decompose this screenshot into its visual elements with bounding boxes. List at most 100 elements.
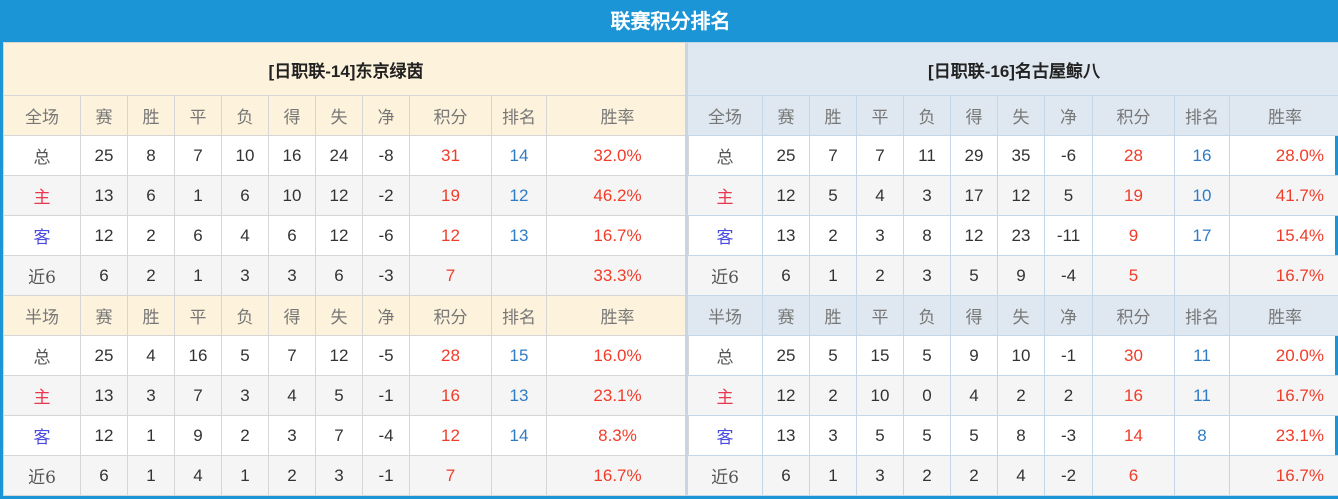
- cell-points: 7: [410, 256, 492, 296]
- cell-goals-against: 9: [998, 256, 1045, 296]
- cell-rank: 11: [1175, 336, 1230, 376]
- cell-win-rate: 16.7%: [1230, 376, 1338, 416]
- team-name: [日职联-14]东京绿茵: [4, 43, 689, 96]
- cell-rank: 11: [1175, 376, 1230, 416]
- section-header-row: 半场赛胜平负得失净积分排名胜率: [4, 296, 689, 336]
- cell-win-rate: 16.0%: [547, 336, 689, 376]
- cell-goals-against: 12: [316, 176, 363, 216]
- column-header-wins: 胜: [128, 296, 175, 336]
- cell-goals-against: 6: [316, 256, 363, 296]
- cell-draws: 2: [857, 256, 904, 296]
- cell-draws: 5: [857, 416, 904, 456]
- cell-win-rate: 16.7%: [547, 216, 689, 256]
- cell-goals-for: 5: [951, 416, 998, 456]
- cell-losses: 8: [904, 216, 951, 256]
- cell-points: 19: [1093, 176, 1175, 216]
- cell-draws: 7: [857, 136, 904, 176]
- column-header-rank: 排名: [1175, 296, 1230, 336]
- cell-points: 12: [410, 416, 492, 456]
- section-header-row: 全场赛胜平负得失净积分排名胜率: [4, 96, 689, 136]
- cell-goals-against: 12: [998, 176, 1045, 216]
- cell-win-rate: 41.7%: [1230, 176, 1338, 216]
- column-header-draws: 平: [175, 96, 222, 136]
- column-header-goals-against: 失: [316, 96, 363, 136]
- column-header-goals-for: 得: [269, 96, 316, 136]
- cell-goal-diff: 5: [1045, 176, 1093, 216]
- cell-goal-diff: -4: [363, 416, 410, 456]
- cell-wins: 1: [128, 416, 175, 456]
- row-label: 总: [688, 336, 763, 376]
- column-header-games: 赛: [81, 296, 128, 336]
- cell-win-rate: 15.4%: [1230, 216, 1338, 256]
- column-header-wins: 胜: [810, 96, 857, 136]
- cell-losses: 1: [222, 456, 269, 496]
- cell-rank: 15: [492, 336, 547, 376]
- cell-goals-for: 16: [269, 136, 316, 176]
- column-header-games: 赛: [763, 96, 810, 136]
- cell-games: 12: [763, 376, 810, 416]
- cell-goal-diff: -6: [1045, 136, 1093, 176]
- section-header-row: 全场赛胜平负得失净积分排名胜率: [688, 96, 1338, 136]
- cell-games: 6: [763, 256, 810, 296]
- cell-points: 6: [1093, 456, 1175, 496]
- cell-goals-for: 3: [269, 416, 316, 456]
- cell-win-rate: 20.0%: [1230, 336, 1338, 376]
- cell-draws: 9: [175, 416, 222, 456]
- cell-goal-diff: -4: [1045, 256, 1093, 296]
- section-label: 全场: [4, 96, 81, 136]
- column-header-goals-for: 得: [951, 296, 998, 336]
- cell-games: 25: [763, 136, 810, 176]
- column-header-goal-diff: 净: [1045, 296, 1093, 336]
- column-header-losses: 负: [222, 96, 269, 136]
- cell-points: 30: [1093, 336, 1175, 376]
- cell-draws: 4: [175, 456, 222, 496]
- row-label: 客: [4, 216, 81, 256]
- cell-goals-for: 3: [269, 256, 316, 296]
- column-header-goals-for: 得: [269, 296, 316, 336]
- column-header-points: 积分: [410, 96, 492, 136]
- section-header-row: 半场赛胜平负得失净积分排名胜率: [688, 296, 1338, 336]
- row-label: 总: [4, 136, 81, 176]
- row-label: 主: [688, 376, 763, 416]
- column-header-goals-for: 得: [951, 96, 998, 136]
- cell-rank: [492, 256, 547, 296]
- cell-losses: 3: [222, 256, 269, 296]
- cell-goals-against: 2: [998, 376, 1045, 416]
- cell-losses: 5: [222, 336, 269, 376]
- cell-losses: 2: [904, 456, 951, 496]
- cell-goal-diff: -3: [1045, 416, 1093, 456]
- cell-losses: 3: [904, 256, 951, 296]
- section-label: 全场: [688, 96, 763, 136]
- column-header-draws: 平: [175, 296, 222, 336]
- cell-goal-diff: -1: [1045, 336, 1093, 376]
- cell-draws: 15: [857, 336, 904, 376]
- cell-wins: 3: [810, 416, 857, 456]
- cell-goals-for: 12: [951, 216, 998, 256]
- cell-draws: 7: [175, 136, 222, 176]
- cell-win-rate: 28.0%: [1230, 136, 1338, 176]
- cell-goals-for: 4: [269, 376, 316, 416]
- cell-goal-diff: -2: [363, 176, 410, 216]
- cell-points: 9: [1093, 216, 1175, 256]
- cell-draws: 1: [175, 256, 222, 296]
- cell-win-rate: 33.3%: [547, 256, 689, 296]
- row-label: 近6: [4, 256, 81, 296]
- cell-goal-diff: -3: [363, 256, 410, 296]
- column-header-goals-against: 失: [998, 96, 1045, 136]
- column-header-rank: 排名: [1175, 96, 1230, 136]
- column-header-goal-diff: 净: [363, 96, 410, 136]
- cell-goals-against: 10: [998, 336, 1045, 376]
- cell-losses: 5: [904, 336, 951, 376]
- cell-goals-against: 5: [316, 376, 363, 416]
- cell-win-rate: 16.7%: [1230, 256, 1338, 296]
